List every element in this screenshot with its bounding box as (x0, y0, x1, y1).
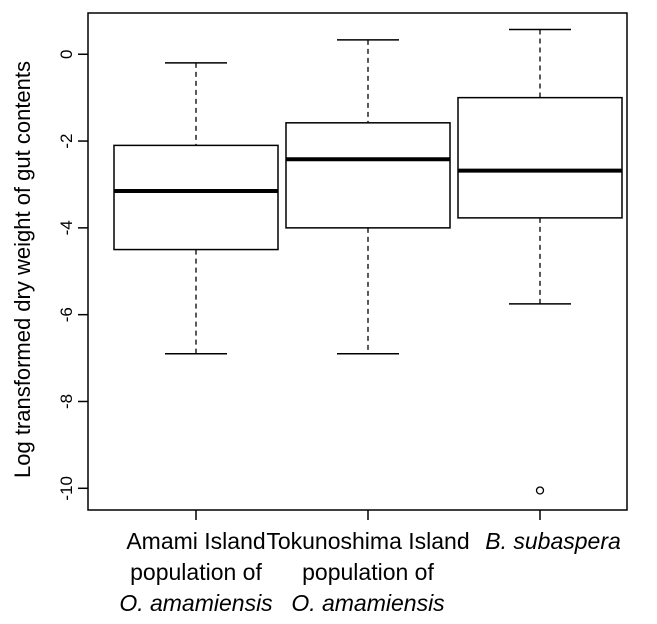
x-axis (195, 510, 541, 520)
iqr-box (457, 96, 623, 219)
x-category-label: Tokunoshima Island population of O. amamie… (258, 526, 478, 619)
plot-frame (87, 12, 628, 511)
y-tick-label: 0 (57, 50, 76, 59)
y-tick-label: -10 (57, 476, 76, 501)
x-category-label: Amami Island population of O. amamiensis (86, 526, 306, 619)
x-category-label-line: population of (302, 559, 434, 585)
x-category-label-line: O. amamiensis (291, 590, 445, 616)
y-tick-label: -8 (57, 394, 76, 409)
box-1 (113, 62, 279, 355)
boxes-group (113, 28, 623, 495)
y-axis-label: Log transformed dry weight of gut conten… (10, 61, 35, 478)
y-tick-label: -6 (57, 307, 76, 322)
outlier-point (535, 486, 545, 495)
x-category-label-line: O. amamiensis (119, 590, 273, 616)
iqr-box (113, 144, 279, 251)
iqr-box (285, 122, 451, 229)
box-3 (457, 28, 623, 495)
x-category-label-line: Tokunoshima Island (266, 528, 470, 554)
x-category-label-line: B. subaspera (485, 528, 621, 554)
y-tick-label: -2 (57, 133, 76, 148)
x-category-label-line: Amami Island (126, 528, 266, 554)
box-2 (285, 39, 451, 355)
x-category-label: B. subaspera (443, 526, 657, 557)
x-category-label-line: population of (130, 559, 262, 585)
y-tick-label: -4 (57, 220, 76, 235)
y-axis: 0 -2 -4 -6 -8 -10 (57, 50, 88, 501)
